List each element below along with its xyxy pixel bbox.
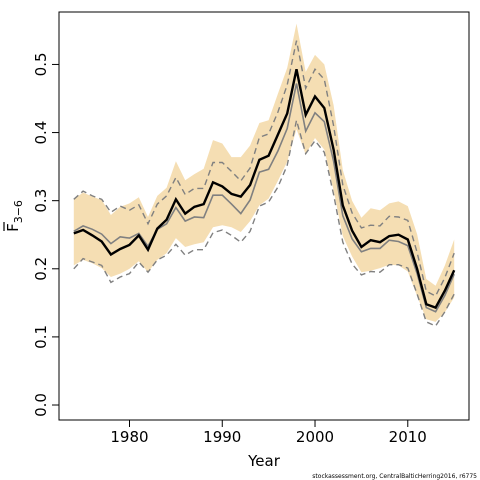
y-axis-title-main: F: [4, 223, 22, 232]
y-tick-label: 0.1: [32, 325, 50, 349]
x-tick-label: 1980: [110, 428, 148, 446]
x-axis-title: Year: [247, 452, 281, 470]
y-tick-label: 0.0: [32, 393, 50, 417]
confidence-band: [73, 23, 455, 322]
series-comparison-upper: [73, 40, 455, 297]
y-tick-label: 0.3: [32, 189, 50, 213]
series-comparison-lower: [73, 120, 455, 327]
y-axis: 0.0 0.1 0.2 0.3 0.4 0.5: [32, 52, 59, 417]
y-tick-label: 0.5: [32, 52, 50, 76]
y-axis-title: F3−6: [3, 200, 25, 232]
x-tick-label: 2010: [389, 428, 427, 446]
series-estimate: [73, 68, 456, 310]
y-axis-title-subscript: 3−6: [12, 200, 25, 223]
svg-text:F3−6: F3−6: [4, 200, 25, 232]
x-tick-label: 1990: [203, 428, 241, 446]
plot-frame: [58, 11, 470, 421]
series-comparison: [73, 83, 455, 313]
x-tick-label: 2000: [296, 428, 334, 446]
plot-area: [73, 23, 456, 327]
y-tick-label: 0.4: [32, 121, 50, 145]
footer-credit: stockassessment.org, CentralBalticHerrin…: [312, 473, 477, 480]
y-tick-label: 0.2: [32, 257, 50, 281]
x-axis: 1980 1990 2000 2010: [110, 420, 427, 446]
